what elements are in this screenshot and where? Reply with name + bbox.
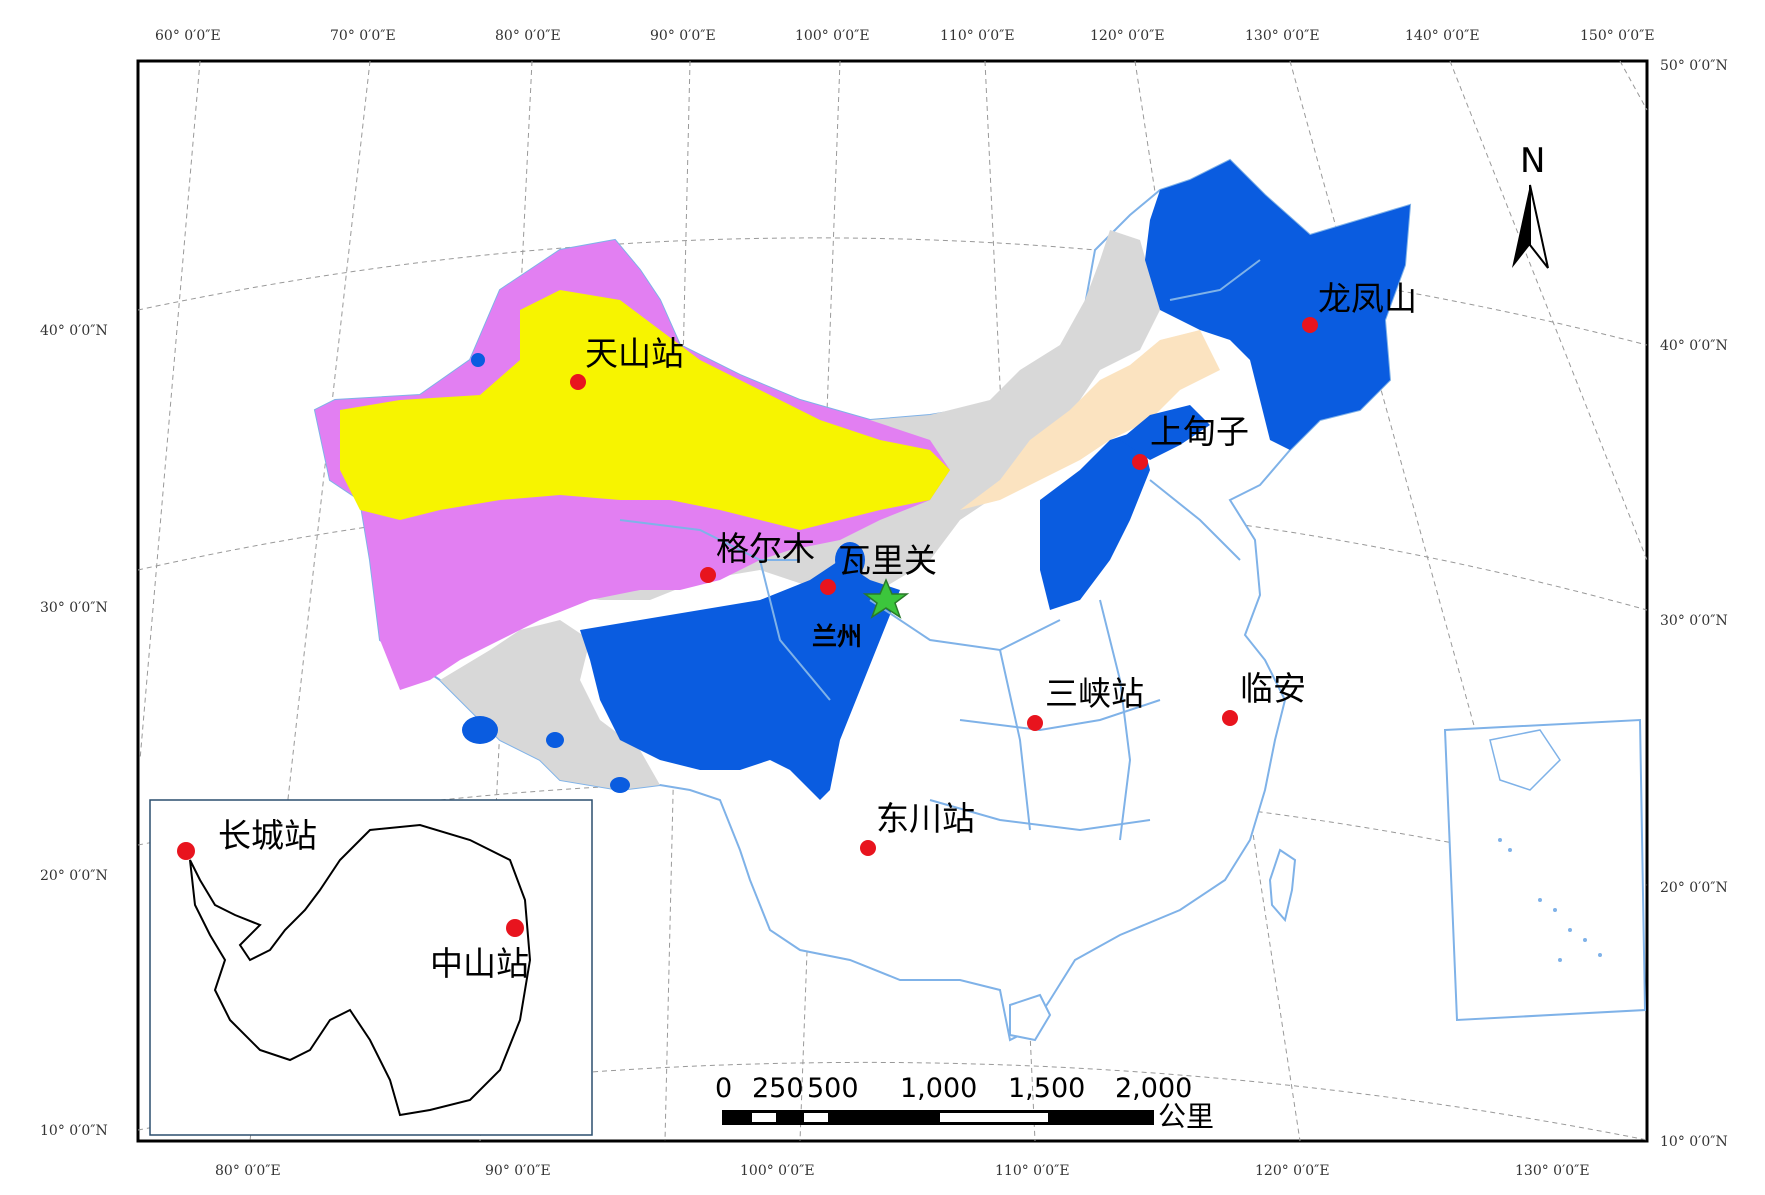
right-label-20: 20° 0′0″N (1660, 880, 1728, 896)
sanxia-dot (1027, 715, 1043, 731)
zhongshan-dot (506, 919, 524, 937)
zone-yellow (340, 290, 950, 530)
top-label-150: 150° 0′0″E (1580, 28, 1655, 44)
taiwan-island (1268, 848, 1297, 923)
graticule-right-labels: 50° 0′0″N 40° 0′0″N 30° 0′0″N 20° 0′0″N … (1660, 58, 1728, 1150)
left-label-30: 30° 0′0″N (40, 600, 108, 616)
scale-label-500: 500 (807, 1073, 859, 1104)
scale-label-1000: 1,000 (900, 1073, 977, 1104)
zone-gray (440, 230, 1160, 630)
sanxia-label: 三峡站 (1045, 674, 1144, 713)
graticule-top-labels: 60° 0′0″E 70° 0′0″E 80° 0′0″E 90° 0′0″E … (155, 28, 1655, 44)
south-china-sea-inset (1443, 718, 1647, 1022)
zone-blue-southwest (580, 560, 900, 800)
bottom-label-130: 130° 0′0″E (1515, 1163, 1590, 1179)
left-label-40: 40° 0′0″N (40, 323, 108, 339)
north-label: N (1520, 141, 1545, 181)
longfengshan-dot (1302, 317, 1318, 333)
antarctica-inset: 长城站 中山站 (149, 799, 593, 1136)
zone-blue-northchina (1040, 430, 1150, 610)
zone-beige (960, 330, 1220, 510)
right-label-50: 50° 0′0″N (1660, 58, 1728, 74)
shangdianzi-label: 上甸子 (1150, 412, 1249, 451)
lanzhou-star-icon (862, 578, 910, 619)
map-frame (136, 59, 1649, 1143)
waliguan-dot (820, 579, 836, 595)
longfengshan-label: 龙凤山 (1318, 279, 1417, 318)
bottom-label-80: 80° 0′0″E (215, 1163, 281, 1179)
graticule-bottom-labels: 80° 0′0″E 90° 0′0″E 100° 0′0″E 110° 0′0″… (215, 1163, 1590, 1179)
lanzhou-label: 兰州 (812, 622, 862, 651)
left-label-20: 20° 0′0″N (40, 868, 108, 884)
scale-bar: 0 250 500 1,000 1,500 2,000 公里 (715, 1073, 1214, 1133)
changcheng-label: 长城站 (218, 816, 317, 855)
golmud-label: 格尔木 (716, 529, 815, 568)
top-label-100: 100° 0′0″E (795, 28, 870, 44)
zone-blue-small-patches (462, 353, 865, 793)
zone-blue-northeast (1145, 160, 1410, 450)
scale-label-1500: 1,500 (1008, 1073, 1085, 1104)
right-label-10: 10° 0′0″N (1660, 1134, 1728, 1150)
scale-label-0: 0 (715, 1073, 732, 1104)
top-label-110: 110° 0′0″E (940, 28, 1015, 44)
right-label-30: 30° 0′0″N (1660, 613, 1728, 629)
changcheng-dot (177, 842, 195, 860)
dongchuan-label: 东川站 (876, 799, 975, 838)
top-label-120: 120° 0′0″E (1090, 28, 1165, 44)
top-label-130: 130° 0′0″E (1245, 28, 1320, 44)
top-label-60: 60° 0′0″E (155, 28, 221, 44)
left-label-10: 10° 0′0″N (40, 1123, 108, 1139)
scale-label-2000: 2,000 (1115, 1073, 1192, 1104)
bottom-label-90: 90° 0′0″E (485, 1163, 551, 1179)
linan-label: 临安 (1240, 669, 1306, 708)
shangdianzi-dot (1132, 454, 1148, 470)
stations: 天山站 龙凤山 上甸子 格尔木 瓦里关 兰州 三峡站 临安 东川站 (570, 279, 1417, 856)
zone-gray-west (440, 620, 660, 790)
scale-label-250: 250 (752, 1073, 804, 1104)
top-label-140: 140° 0′0″E (1405, 28, 1480, 44)
bottom-label-110: 110° 0′0″E (995, 1163, 1070, 1179)
north-arrow-icon (1512, 185, 1530, 268)
north-arrow: N (1512, 141, 1549, 269)
waliguan-label: 瓦里关 (838, 541, 937, 580)
zone-blue-shangdianzi (1120, 405, 1210, 460)
zhongshan-label: 中山站 (430, 944, 529, 983)
right-label-40: 40° 0′0″N (1660, 338, 1728, 354)
golmud-dot (700, 567, 716, 583)
graticule-left-labels: 40° 0′0″N 30° 0′0″N 20° 0′0″N 10° 0′0″N (40, 323, 108, 1139)
scale-unit-label: 公里 (1158, 1100, 1214, 1133)
province-borders (619, 259, 1261, 841)
linan-dot (1222, 710, 1238, 726)
top-label-80: 80° 0′0″E (495, 28, 561, 44)
tianshan-label: 天山站 (585, 334, 684, 373)
tianshan-dot (570, 374, 586, 390)
hainan-island (1009, 993, 1052, 1042)
bottom-label-120: 120° 0′0″E (1255, 1163, 1330, 1179)
top-label-90: 90° 0′0″E (650, 28, 716, 44)
top-label-70: 70° 0′0″E (330, 28, 396, 44)
bottom-label-100: 100° 0′0″E (740, 1163, 815, 1179)
dongchuan-dot (860, 840, 876, 856)
